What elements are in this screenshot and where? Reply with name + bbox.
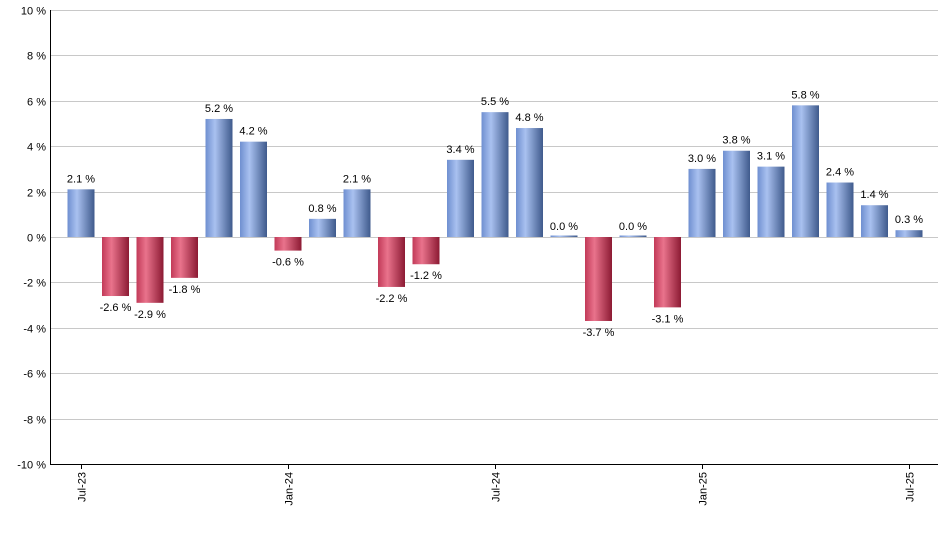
y-tick-label: 2 % [27, 188, 46, 200]
bar-Oct-23 [171, 237, 198, 278]
bar-Aug-23 [102, 237, 129, 297]
data-label-Nov-23: 5.2 % [205, 103, 233, 115]
data-label-Jul-23: 2.1 % [67, 173, 95, 185]
data-label-Mar-25: 3.1 % [757, 151, 785, 163]
bar-Feb-24 [309, 218, 336, 237]
x-tick-label: Jan-24 [284, 472, 296, 506]
data-label-Jul-24: 5.5 % [481, 96, 509, 108]
data-label-Apr-24: -2.2 % [376, 293, 408, 305]
bar-Dec-23 [240, 141, 267, 237]
data-label-Mar-24: 2.1 % [343, 173, 371, 185]
bar-Mar-24 [343, 189, 371, 237]
y-tick-label: 4 % [27, 142, 46, 154]
data-label-Oct-24: -3.7 % [583, 327, 615, 339]
data-label-Sep-23: -2.9 % [134, 309, 166, 321]
data-label-Oct-23: -1.8 % [169, 284, 201, 296]
bar-Jul-24 [481, 112, 509, 237]
bar-Apr-24 [378, 237, 405, 287]
bar-Jan-25 [688, 168, 716, 237]
y-tick-label: -4 % [23, 324, 46, 336]
data-label-Jan-25: 3.0 % [688, 153, 716, 165]
data-label-Aug-23: -2.6 % [100, 302, 132, 314]
data-label-Feb-24: 0.8 % [308, 203, 336, 215]
bar-Mar-25 [757, 166, 785, 237]
x-axis-ticks: Jul-23 Jan-24 Jul-24 Jan-25 Jul-25 [77, 464, 917, 506]
data-label-Jul-25: 0.3 % [895, 214, 923, 226]
data-label-Jan-24: -0.6 % [272, 257, 304, 269]
data-label-Dec-23: 4.2 % [239, 126, 267, 138]
x-tick-label: Jan-25 [698, 472, 710, 506]
bar-Aug-24 [516, 128, 543, 237]
bar-Jun-25 [861, 205, 888, 237]
data-label-Dec-24: -3.1 % [652, 313, 684, 325]
y-tick-label: 10 % [21, 6, 46, 18]
data-label-Jun-24: 3.4 % [446, 144, 474, 156]
axes [50, 10, 938, 465]
bar-Apr-25 [792, 105, 819, 237]
bar-Dec-24 [654, 237, 681, 308]
y-axis-ticks: 10 % 8 % 6 % 4 % 2 % 0 % -2 % -4 % -6 % -8 % -10 % [17, 6, 46, 472]
data-label-Feb-25: 3.8 % [722, 135, 750, 147]
bar-Jul-25 [895, 230, 923, 237]
y-tick-label: -2 % [23, 278, 46, 290]
bar-Oct-24 [585, 237, 612, 321]
bar-Sep-23 [136, 237, 164, 303]
bar-Nov-23 [205, 118, 233, 237]
data-label-May-25: 2.4 % [826, 167, 854, 179]
y-tick-label: -10 % [17, 460, 46, 472]
bar-Jul-23 [67, 189, 95, 237]
data-label-Nov-24: 0.0 % [619, 221, 647, 233]
data-label-Jun-25: 1.4 % [860, 189, 888, 201]
x-tick-label: Jul-24 [491, 472, 503, 502]
y-tick-label: 6 % [27, 97, 46, 109]
data-label-Apr-25: 5.8 % [791, 89, 819, 101]
bar-Feb-25 [723, 150, 750, 237]
x-tick-label: Jul-23 [77, 472, 89, 502]
bar-Jan-24 [274, 237, 302, 251]
bar-Jun-24 [447, 159, 474, 237]
y-tick-label: -6 % [23, 369, 46, 381]
y-tick-label: -8 % [23, 415, 46, 427]
y-tick-label: 0 % [27, 233, 46, 245]
data-label-May-24: -1.2 % [410, 270, 442, 282]
bar-May-25 [826, 182, 854, 237]
bar-May-24 [412, 237, 440, 265]
bar-Nov-24 [619, 235, 647, 237]
x-tick-label: Jul-25 [905, 472, 917, 502]
data-label-Sep-24: 0.0 % [550, 221, 578, 233]
bar-Sep-24 [550, 235, 578, 237]
bars [67, 105, 923, 321]
data-labels: 2.1 % -2.6 %-2.9 % -1.8 % 5.2 % 4.2 % -0.6 % 0… [67, 89, 923, 339]
y-tick-label: 8 % [27, 51, 46, 63]
data-label-Aug-24: 4.8 % [515, 112, 543, 124]
